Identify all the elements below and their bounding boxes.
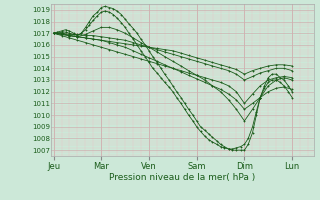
- X-axis label: Pression niveau de la mer( hPa ): Pression niveau de la mer( hPa ): [109, 173, 256, 182]
